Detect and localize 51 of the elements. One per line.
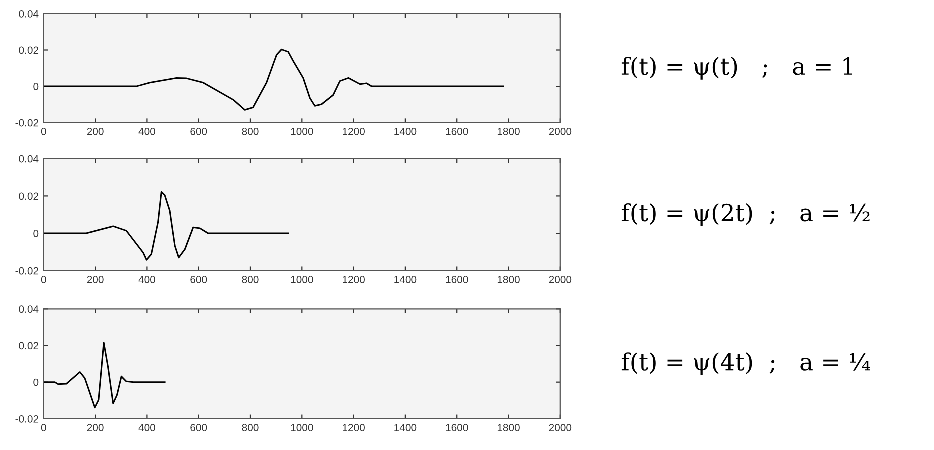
x-tick-label: 0 <box>41 424 46 432</box>
y-tick-label: 0 <box>34 378 39 386</box>
x-tick-label: 1800 <box>498 424 520 432</box>
x-tick-label: 0 <box>41 276 46 284</box>
y-tick-label: 0.02 <box>19 342 39 350</box>
x-tick-label: 200 <box>87 128 104 136</box>
y-tick-label: 0.02 <box>19 46 39 54</box>
x-tick-label: 1800 <box>498 128 520 136</box>
y-tick-label: 0.04 <box>19 306 39 314</box>
x-tick-label: 400 <box>138 276 156 284</box>
text: f(t) = ψ(4t) ; a = ¼ <box>622 352 870 376</box>
x-tick-label: 2000 <box>549 276 572 284</box>
y-tick-label: -0.02 <box>16 267 39 275</box>
y-tick-label: 0 <box>34 230 39 238</box>
x-tick-label: 200 <box>87 276 104 284</box>
x-tick-label: 200 <box>87 424 104 432</box>
x-tick-label: 800 <box>242 424 259 432</box>
y-tick-label: 0.04 <box>19 10 39 18</box>
x-tick-label: 1800 <box>498 276 520 284</box>
x-tick-label: 800 <box>242 276 259 284</box>
x-tick-label: 1200 <box>343 424 365 432</box>
x-tick-label: 800 <box>242 128 259 136</box>
x-tick-label: 1600 <box>446 276 468 284</box>
x-tick-label: 1200 <box>343 276 365 284</box>
x-tick-label: 1400 <box>394 276 417 284</box>
y-tick-label: 0 <box>34 83 39 90</box>
text: f(t) = ψ(2t) ; a = ½ <box>622 203 870 226</box>
x-tick-label: 1400 <box>394 424 417 432</box>
x-tick-label: 1600 <box>446 424 468 432</box>
x-tick-label: 0 <box>41 128 46 136</box>
y-tick-label: 0.02 <box>19 192 39 200</box>
x-tick-label: 1000 <box>291 128 314 136</box>
line-series <box>44 48 504 111</box>
x-tick-label: 1200 <box>343 128 365 136</box>
y-tick-label: -0.02 <box>16 119 39 127</box>
x-tick-label: 1000 <box>291 276 314 284</box>
x-tick-label: 1600 <box>446 128 468 136</box>
x-tick-label: 400 <box>138 424 156 432</box>
y-tick-label: -0.02 <box>16 415 39 423</box>
x-tick-label: 600 <box>190 128 208 136</box>
x-tick-label: 400 <box>138 128 156 136</box>
text: f(t) = ψ(t) ; a = 1 <box>622 56 853 80</box>
line-series <box>44 342 166 409</box>
x-tick-label: 1000 <box>291 424 314 432</box>
x-tick-label: 2000 <box>549 128 572 136</box>
x-tick-label: 1400 <box>394 128 417 136</box>
x-tick-label: 2000 <box>549 424 572 432</box>
line-series <box>44 191 290 261</box>
x-tick-label: 600 <box>190 276 208 284</box>
y-tick-label: 0.04 <box>19 155 39 163</box>
x-tick-label: 600 <box>190 424 208 432</box>
